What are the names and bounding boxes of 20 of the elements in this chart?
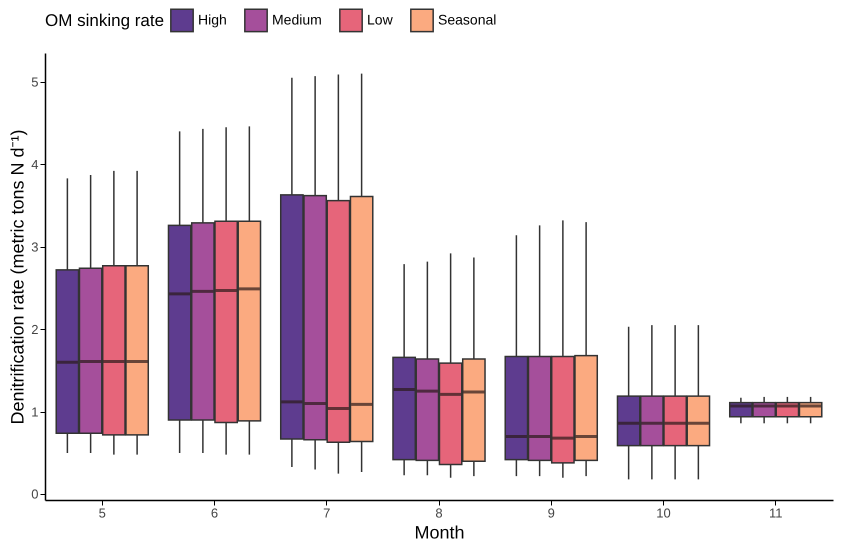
- y-tick-label: 3: [31, 239, 38, 254]
- x-tick-label: 8: [435, 506, 443, 520]
- x-tick-label: 7: [323, 506, 330, 520]
- legend-label: Seasonal: [438, 11, 496, 28]
- legend-title: OM sinking rate: [45, 11, 164, 30]
- y-tick-label: 1: [31, 404, 38, 420]
- x-tick-label: 6: [210, 506, 218, 520]
- y-tick-label: 0: [31, 486, 38, 502]
- y-axis-title: Denitrification rate (metric tons N d⁻¹): [7, 129, 28, 425]
- x-tick-label: 9: [548, 506, 555, 520]
- x-tick-label: 11: [769, 506, 782, 520]
- y-tick-label: 2: [31, 322, 38, 337]
- legend-label: Medium: [272, 11, 322, 28]
- x-tick-label: 10: [656, 506, 671, 520]
- y-tick-label: 5: [31, 74, 38, 90]
- legend-label: High: [198, 11, 227, 28]
- y-tick-label: 4: [31, 156, 38, 172]
- x-axis-title: Month: [414, 522, 465, 542]
- legend-label: Low: [367, 11, 394, 28]
- x-tick-label: 5: [98, 506, 106, 520]
